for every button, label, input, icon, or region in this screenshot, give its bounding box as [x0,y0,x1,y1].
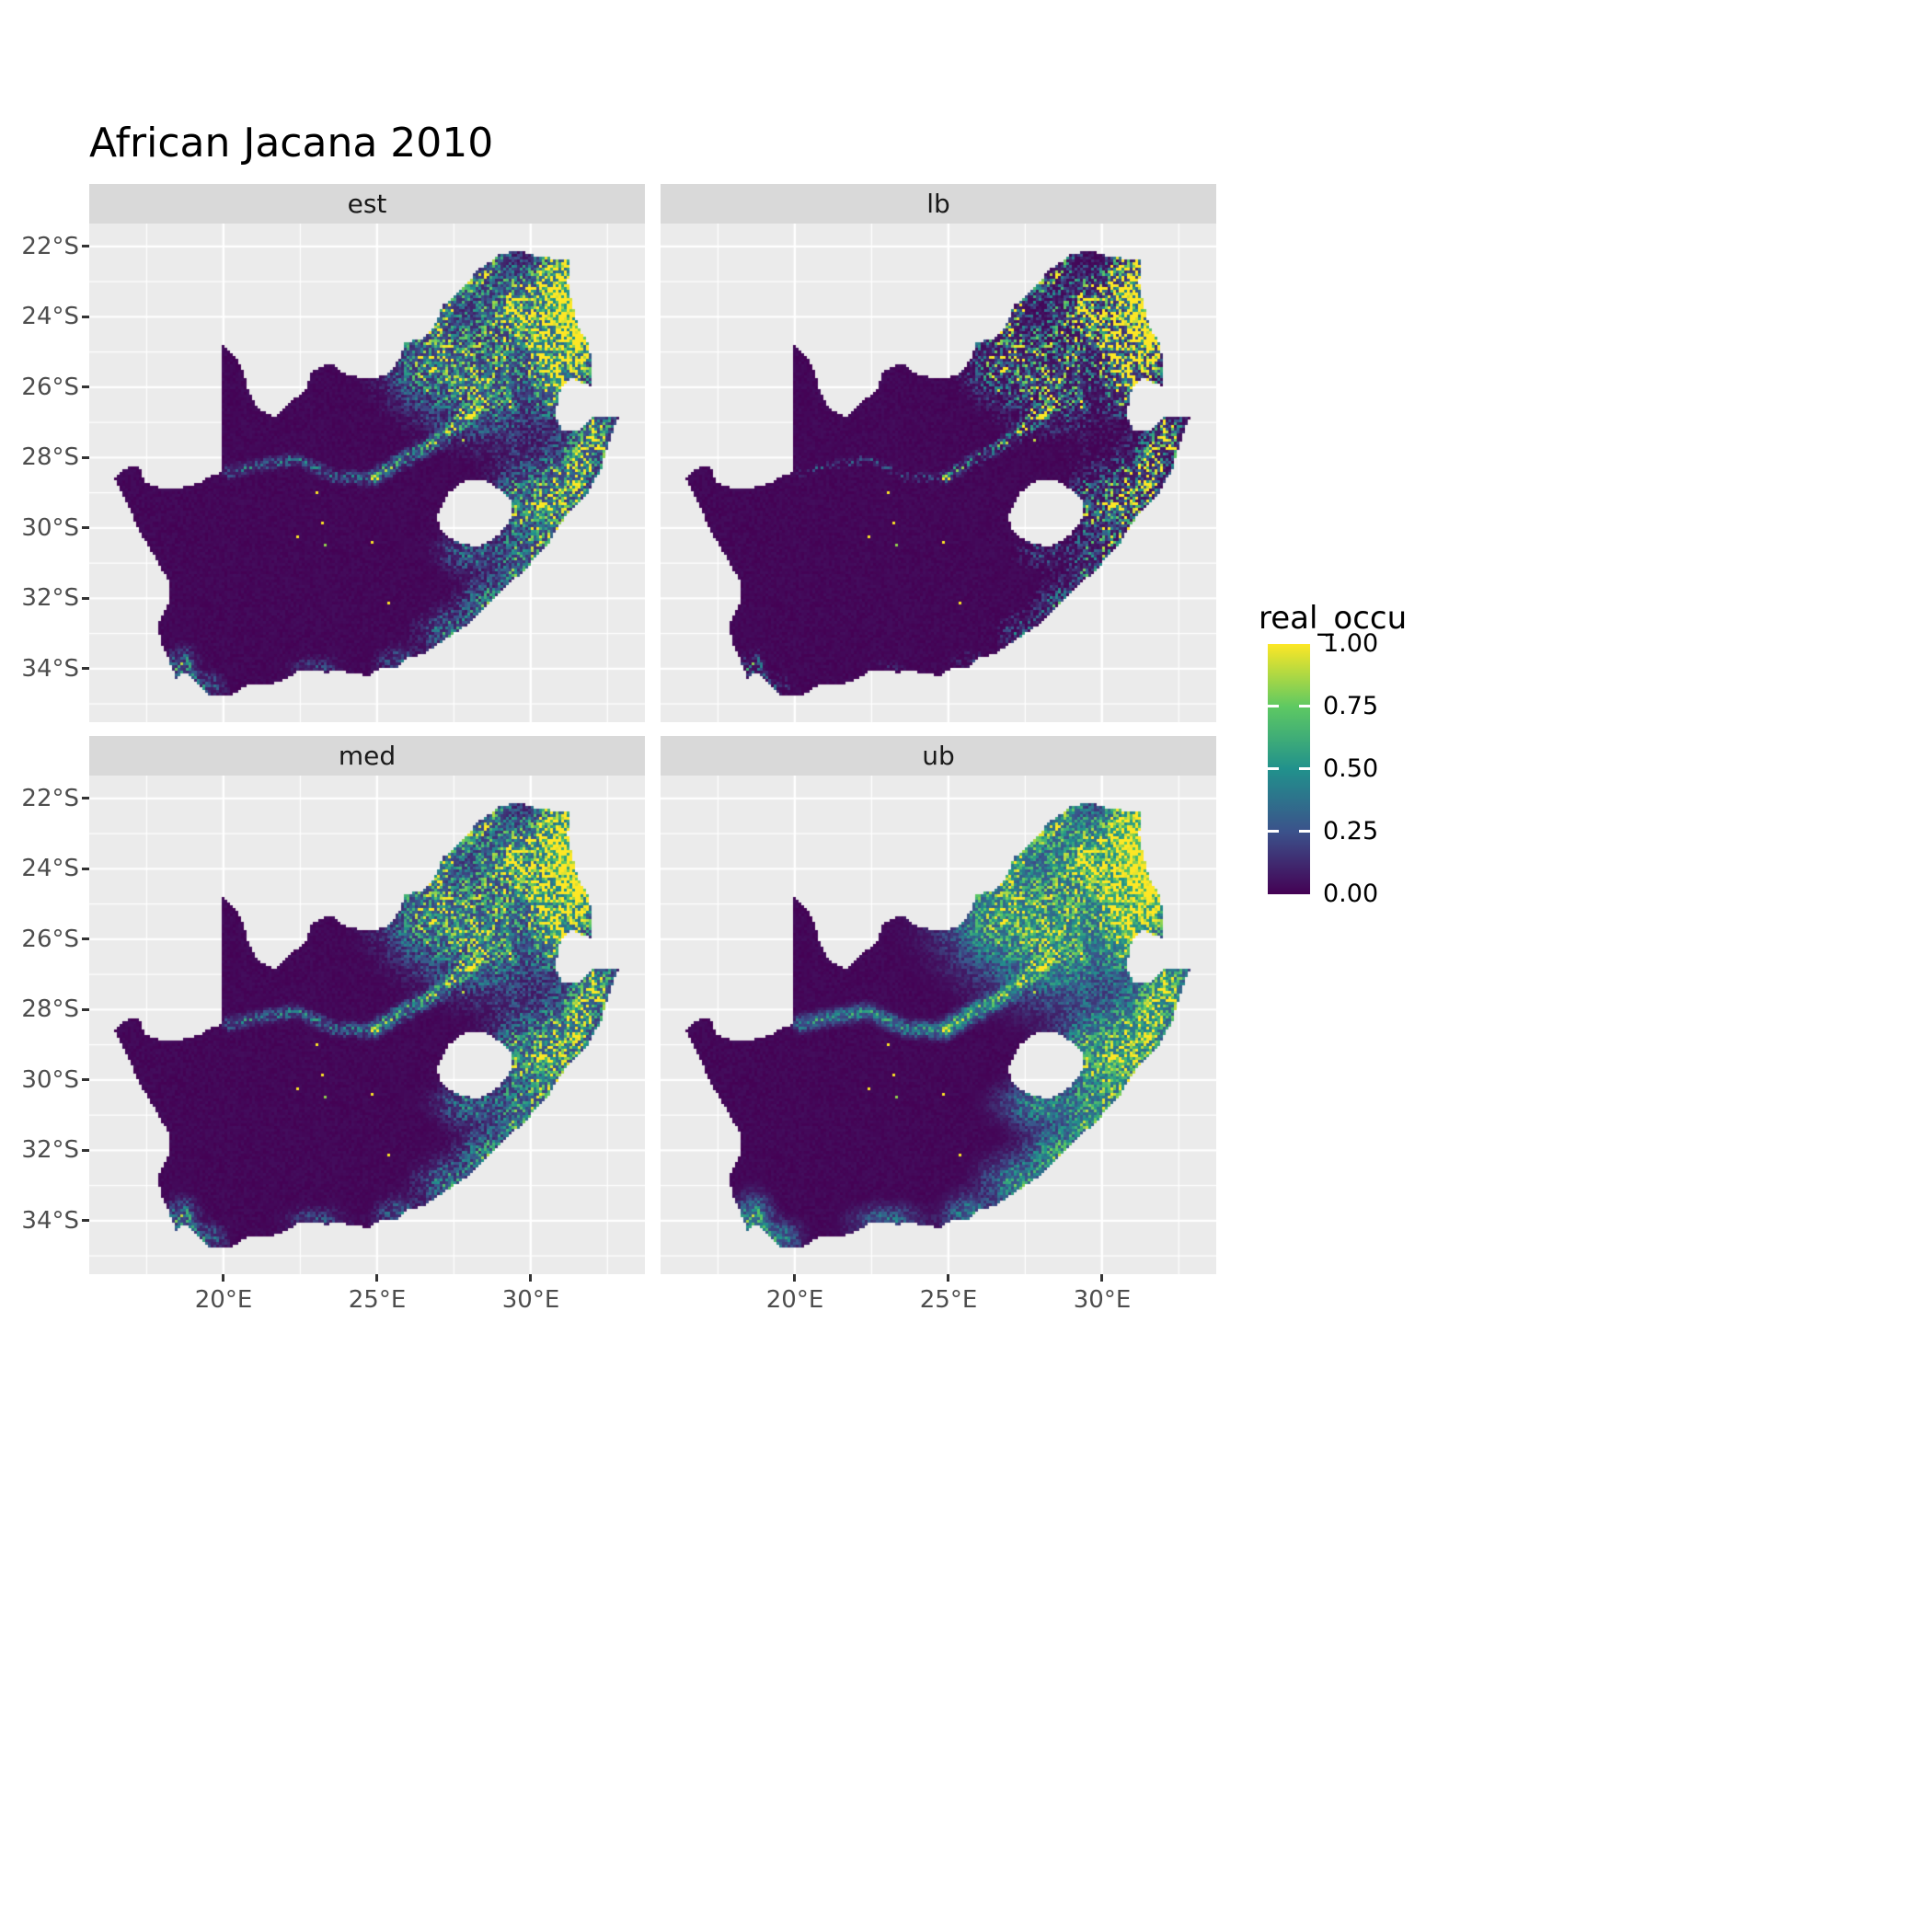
colorbar-tick [1268,767,1279,770]
y-axis-tick [82,1219,89,1222]
map-panel-med [89,776,645,1274]
y-axis-tick [82,456,89,459]
colorbar-tick [1299,767,1310,770]
x-axis-tick [947,1274,949,1282]
facet-strip-est: est [89,184,645,224]
facet-label: med [338,741,397,771]
map-panel-est [89,224,645,722]
x-axis-tick [793,1274,796,1282]
y-axis-tick [82,1149,89,1152]
y-axis-tick [82,385,89,388]
y-axis-tick [82,797,89,799]
y-axis-tick [82,316,89,318]
colorbar-label: 1.00 [1323,629,1379,658]
y-tick-label: 30°S [21,514,79,542]
facet-strip-lb: lb [661,184,1216,224]
y-axis-tick [82,868,89,870]
y-axis-tick [82,597,89,600]
y-tick-label: 26°S [21,374,79,401]
y-tick-label: 22°S [21,233,79,260]
y-axis-tick [82,937,89,940]
facet-label: lb [926,189,950,219]
y-axis-tick [82,667,89,670]
facet-label: ub [922,741,955,771]
facet-strip-ub: ub [661,736,1216,776]
map-panel-lb [661,224,1216,722]
x-tick-label: 25°E [348,1286,407,1314]
x-tick-label: 25°E [919,1286,978,1314]
y-axis-tick [82,1078,89,1081]
x-axis-tick [1100,1274,1103,1282]
y-axis-tick [82,1008,89,1011]
y-tick-label: 30°S [21,1066,79,1094]
x-tick-label: 20°E [194,1286,253,1314]
colorbar-tick [1268,830,1279,833]
y-tick-label: 24°S [21,855,79,882]
y-tick-label: 32°S [21,584,79,612]
y-tick-label: 26°S [21,926,79,953]
colorbar-tick [1299,830,1310,833]
x-axis-tick [375,1274,378,1282]
colorbar-label: 0.00 [1323,880,1379,908]
colorbar-tick [1268,705,1279,707]
x-axis-tick [222,1274,224,1282]
y-tick-label: 28°S [21,443,79,471]
x-tick-label: 20°E [765,1286,824,1314]
y-tick-label: 22°S [21,785,79,812]
colorbar-label: 0.50 [1323,754,1379,783]
facet-label: est [347,189,387,219]
colorbar-tick [1299,705,1310,707]
y-tick-label: 28°S [21,995,79,1023]
y-tick-label: 34°S [21,655,79,683]
legend-title: real_occu [1259,600,1408,637]
y-tick-label: 34°S [21,1207,79,1235]
x-axis-tick [529,1274,532,1282]
colorbar-label: 0.25 [1323,817,1379,845]
y-tick-label: 24°S [21,303,79,330]
y-axis-tick [82,245,89,247]
y-tick-label: 32°S [21,1136,79,1164]
y-axis-tick [82,526,89,529]
facet-strip-med: med [89,736,645,776]
x-tick-label: 30°E [1073,1286,1132,1314]
x-tick-label: 30°E [501,1286,560,1314]
colorbar-label: 0.75 [1323,692,1379,720]
map-panel-ub [661,776,1216,1274]
chart-title: African Jacana 2010 [89,120,494,167]
